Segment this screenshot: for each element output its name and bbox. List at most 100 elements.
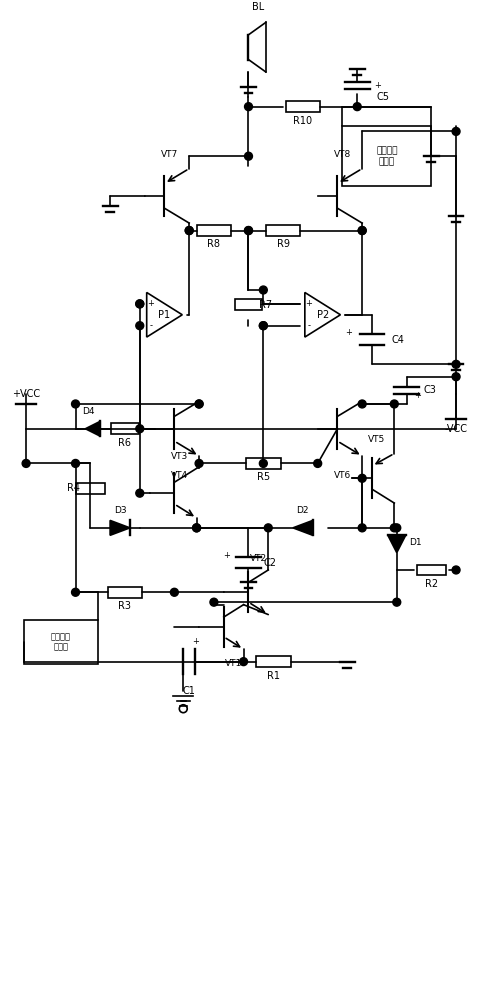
Bar [111,423,139,434]
Text: C2: C2 [263,558,276,568]
Text: -: - [149,321,152,330]
Circle shape [72,400,80,408]
Bar [416,565,446,575]
Text: 电流负反
馈电路: 电流负反 馈电路 [51,632,71,652]
Bar [266,225,300,236]
Circle shape [390,524,398,532]
Circle shape [136,425,144,433]
Text: D2: D2 [297,506,309,515]
Polygon shape [85,421,100,436]
Circle shape [259,322,267,330]
Text: R10: R10 [293,116,313,126]
Circle shape [390,400,398,408]
Circle shape [245,227,252,234]
Text: VT4: VT4 [171,471,188,480]
Circle shape [393,598,401,606]
Text: C3: C3 [424,385,437,395]
Circle shape [193,524,201,532]
Circle shape [72,588,80,596]
Circle shape [353,103,361,111]
Circle shape [358,227,366,234]
Circle shape [185,227,193,234]
Circle shape [185,227,193,234]
Text: VT7: VT7 [161,150,178,159]
Polygon shape [110,520,130,535]
Text: D1: D1 [409,538,422,547]
Text: R6: R6 [118,438,131,448]
Text: +: + [305,299,312,308]
Circle shape [264,524,272,532]
Circle shape [72,459,80,467]
Text: 开关机静
噪电路: 开关机静 噪电路 [376,146,398,166]
Circle shape [245,152,252,160]
Circle shape [452,373,460,381]
Text: VT3: VT3 [170,452,188,461]
Circle shape [195,400,203,408]
Text: VT6: VT6 [334,471,351,480]
Text: R8: R8 [207,239,220,249]
Circle shape [170,588,178,596]
Text: VT2: VT2 [250,554,267,563]
Circle shape [195,459,203,467]
Text: C1: C1 [183,686,196,696]
Text: D3: D3 [114,506,126,515]
Circle shape [452,360,460,368]
Circle shape [195,400,203,408]
Text: R7: R7 [259,300,272,310]
Bar [342,126,431,186]
Text: D4: D4 [82,407,94,416]
Bar [197,225,231,236]
Bar [24,620,98,664]
Circle shape [358,400,366,408]
Circle shape [452,127,460,135]
Bar [235,299,262,310]
Bar [108,587,142,598]
Bar [286,101,320,112]
Text: R4: R4 [67,483,80,493]
Circle shape [314,459,322,467]
Text: C5: C5 [377,92,390,102]
Text: +VCC: +VCC [12,389,40,399]
Circle shape [193,524,201,532]
Circle shape [136,489,144,497]
Text: +: + [147,299,154,308]
Polygon shape [293,520,313,535]
Circle shape [136,300,144,308]
Circle shape [245,227,252,234]
Text: +: + [345,328,352,337]
Text: +: + [375,81,381,90]
Circle shape [136,300,144,308]
Circle shape [358,227,366,234]
Text: VT1: VT1 [225,659,243,668]
Text: P1: P1 [159,310,170,320]
Circle shape [259,459,267,467]
Text: +: + [223,551,230,560]
Text: -VCC: -VCC [445,424,468,434]
Circle shape [393,524,401,532]
Circle shape [358,474,366,482]
Circle shape [259,286,267,294]
Bar [246,458,281,469]
Text: -: - [307,321,310,330]
Bar [256,656,291,667]
Circle shape [240,658,248,666]
Text: C4: C4 [392,335,405,345]
Circle shape [245,103,252,111]
Circle shape [136,322,144,330]
Text: R3: R3 [118,601,131,611]
Circle shape [358,524,366,532]
Text: +: + [192,637,199,646]
Circle shape [259,322,267,330]
Text: R5: R5 [257,472,270,482]
Text: R9: R9 [277,239,290,249]
Text: R2: R2 [425,579,438,589]
Text: P2: P2 [317,310,329,320]
Circle shape [210,598,218,606]
Text: +: + [414,391,421,400]
Text: VT5: VT5 [368,435,386,444]
Text: R1: R1 [267,671,280,681]
Text: VT8: VT8 [334,150,351,159]
Bar [76,483,105,494]
Circle shape [452,566,460,574]
Circle shape [22,459,30,467]
